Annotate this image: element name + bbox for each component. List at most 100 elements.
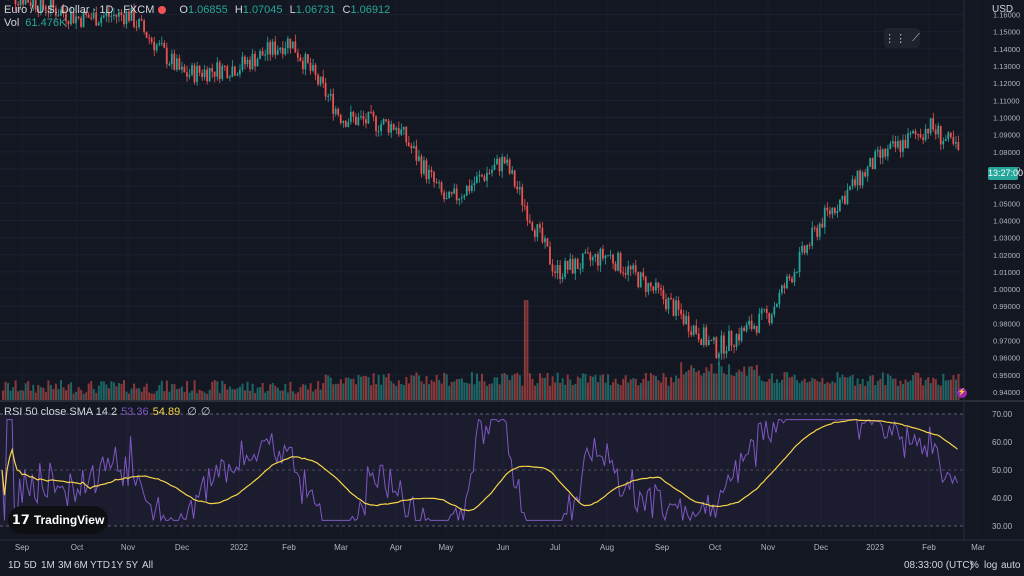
volume-legend: Vol 61.476K <box>4 17 66 29</box>
candle-body <box>59 9 62 16</box>
range-1d[interactable]: 1D <box>8 560 21 571</box>
volume-bar <box>869 375 872 400</box>
price-chart[interactable]: 1.16000 1.15000 1.14000 1.13000 1.12000 1.110… <box>0 0 1024 556</box>
auto-toggle[interactable]: auto <box>1001 560 1021 571</box>
volume-bar <box>22 390 25 400</box>
candle-body <box>488 172 491 174</box>
volume-bar <box>148 392 151 400</box>
volume-bar <box>856 378 859 400</box>
volume-bar <box>894 378 897 400</box>
log-toggle[interactable]: log <box>984 560 998 571</box>
candle-body <box>617 252 619 271</box>
candle-body <box>932 118 935 130</box>
candle-body <box>115 14 118 17</box>
candle-body <box>133 7 135 27</box>
rsi-tick: 70.00 <box>992 410 1013 419</box>
volume-bar <box>128 393 131 400</box>
volume-bar <box>675 375 678 400</box>
volume-bar <box>551 376 554 400</box>
volume-bar <box>531 378 534 400</box>
volume-label[interactable]: Vol <box>4 17 20 29</box>
open-label: O <box>179 4 188 16</box>
volume-bar <box>90 380 93 400</box>
range-3m[interactable]: 3M <box>58 560 72 571</box>
volume-bar <box>473 384 476 400</box>
volume-bar <box>871 375 874 400</box>
range-ytd[interactable]: YTD <box>90 560 110 571</box>
volume-bar <box>914 372 917 400</box>
volume-bar <box>919 377 922 400</box>
volume-bar <box>763 381 766 400</box>
volume-bar <box>130 388 133 400</box>
symbol-title[interactable]: Euro / U.S. Dollar · 1D · FXCM <box>4 4 155 16</box>
candle-body <box>765 308 768 313</box>
candle-body <box>559 265 561 279</box>
volume-bar <box>710 363 713 400</box>
candle-body <box>717 353 720 358</box>
volume-bar <box>352 378 355 400</box>
volume-bar <box>891 378 894 400</box>
candle-body <box>284 48 287 55</box>
volume-bar <box>102 381 105 400</box>
candle-body <box>778 292 781 305</box>
candle-body <box>407 142 410 146</box>
volume-bar <box>155 390 158 400</box>
price-tick: 1.05000 <box>993 199 1020 208</box>
candle-body <box>896 140 899 148</box>
candle-body <box>781 285 783 293</box>
volume-bar <box>423 383 426 400</box>
range-6m[interactable]: 6M <box>74 560 88 571</box>
range-all[interactable]: All <box>142 560 154 571</box>
candle-body <box>654 282 657 291</box>
volume-bar <box>382 374 385 400</box>
candle-body <box>17 4 19 6</box>
candle-body <box>450 191 453 194</box>
candle-body <box>647 282 650 292</box>
candle-body <box>433 172 435 183</box>
candle-body <box>362 116 365 120</box>
candle-body <box>47 10 50 12</box>
candle-body <box>924 128 927 141</box>
rsi-tick: 50.00 <box>992 466 1013 475</box>
candle-body <box>841 195 844 200</box>
candle-body <box>649 282 652 287</box>
tradingview-logo[interactable]: 𝟭𝟳 TradingView <box>8 506 108 534</box>
candle-body <box>702 327 705 346</box>
candle-body <box>874 151 877 170</box>
candle-body <box>677 300 680 310</box>
volume-bar <box>203 392 206 400</box>
range-5d[interactable]: 5D <box>24 560 37 571</box>
rsi-label[interactable]: RSI 50 close SMA 14 2 <box>4 406 118 418</box>
candle-body <box>465 185 468 196</box>
line-tool-icon[interactable]: ⟋ <box>912 31 920 44</box>
currency-label[interactable]: USD <box>992 4 1014 15</box>
volume-bar <box>602 374 605 400</box>
candle-body <box>196 66 198 83</box>
volume-bar <box>180 386 184 400</box>
candle-body <box>881 149 884 158</box>
candle-body <box>143 20 145 32</box>
candle-body <box>289 38 292 49</box>
range-5y[interactable]: 5Y <box>126 560 139 571</box>
candle-body <box>80 18 82 27</box>
range-1m[interactable]: 1M <box>41 560 55 571</box>
volume-bar <box>115 386 118 400</box>
candle-body <box>554 271 556 274</box>
clock[interactable]: 08:33:00 (UTC) <box>904 560 973 571</box>
volume-bar <box>223 384 226 400</box>
percent-toggle[interactable]: % <box>970 560 979 571</box>
candle-body <box>738 334 740 341</box>
volume-bar <box>291 391 294 400</box>
alert-icon[interactable]: ⚡ <box>957 388 967 398</box>
drag-handle-icon[interactable]: ⋮⋮ <box>884 32 907 45</box>
volume-bar <box>59 380 63 400</box>
range-1y[interactable]: 1Y <box>111 560 124 571</box>
volume-bar <box>725 374 728 400</box>
candle-body <box>735 334 738 348</box>
candle-body <box>937 125 940 135</box>
drawing-toolbar[interactable]: ⋮⋮ ⟋ <box>884 28 920 48</box>
candle-body <box>533 230 536 237</box>
price-tick: 1.03000 <box>993 234 1020 243</box>
candle-body <box>856 170 859 186</box>
time-label: Feb <box>922 543 936 552</box>
